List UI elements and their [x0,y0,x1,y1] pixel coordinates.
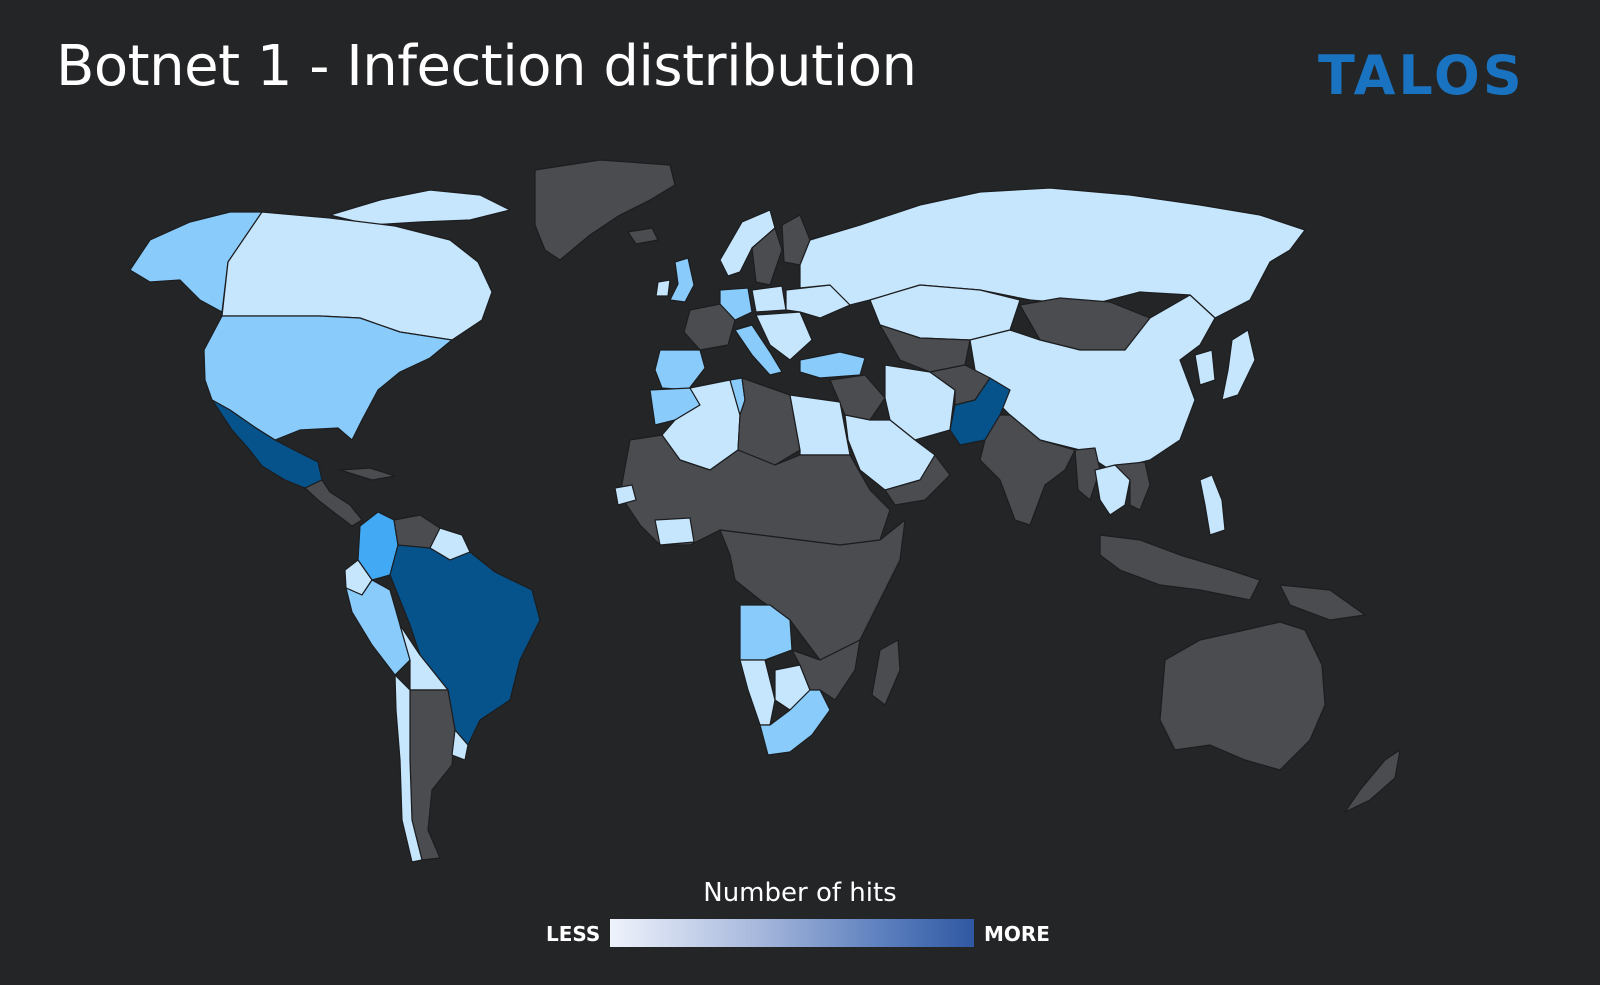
region-korea [1194,349,1216,386]
legend-low-label: LESS [546,922,601,946]
region-iraq-syria [829,374,886,421]
region-arctic-islands [329,189,511,226]
region-ireland [655,279,671,297]
region-central-america [304,479,363,527]
world-map [129,159,1401,863]
region-balkans [755,311,813,361]
region-spain [654,349,706,391]
region-uk [669,257,695,303]
region-argentina [409,689,456,861]
region-malaysia-indonesia [1099,534,1261,601]
region-oman-yemen [884,454,951,506]
region-philippines [1199,474,1226,536]
legend-high-label: MORE [984,922,1050,946]
region-vietnam [1114,461,1151,511]
region-india [979,414,1076,526]
region-brazil [389,544,541,746]
region-sweden [751,227,783,286]
region-libya [737,377,801,466]
region-uruguay [451,729,469,761]
region-ivory-coast-ghana [654,517,695,546]
region-myanmar [1074,447,1101,501]
region-australia [1159,621,1326,771]
legend-gradient-bar [610,919,974,947]
region-poland [751,285,787,313]
region-chile [394,674,423,863]
legend-title: Number of hits [703,878,897,908]
talos-logo: TALOS [1318,44,1525,107]
region-japan [1221,329,1256,401]
region-italy [734,324,783,376]
region-germany [719,287,753,321]
region-namibia [739,659,776,726]
region-turkey [799,351,866,379]
region-greenland [534,159,676,261]
map-title: Botnet 1 - Infection distribution [56,34,917,99]
region-papua [1279,584,1366,621]
region-central-africa [719,519,906,661]
region-caribbean [339,467,396,481]
region-new-zealand [1344,749,1401,813]
region-senegal [614,484,637,506]
region-madagascar [871,639,901,706]
region-mozambique-zambia [791,639,861,701]
region-south-africa [759,689,831,756]
region-iceland [627,227,659,245]
